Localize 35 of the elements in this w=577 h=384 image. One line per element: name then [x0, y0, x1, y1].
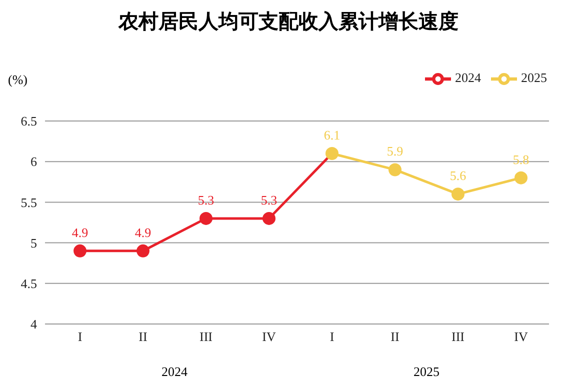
x-tick-label: I [78, 329, 82, 344]
legend-label: 2025 [521, 70, 547, 85]
data-label: 5.3 [260, 192, 278, 208]
point [262, 212, 276, 225]
x-tick-label: I [330, 329, 334, 344]
data-label: 4.9 [134, 224, 152, 240]
x-tick-label: III [200, 329, 212, 344]
y-tick-label: 4 [30, 316, 38, 332]
chart-title: 农村居民人均可支配收入累计增长速度 [117, 8, 460, 35]
x-tick-label: II [138, 329, 148, 344]
text: 2024 [160, 364, 188, 380]
point [514, 171, 528, 184]
y-tick-label: 5 [30, 235, 37, 250]
point [452, 188, 464, 201]
y-tick-label: 6.5 [20, 114, 37, 129]
y-tick-label: 6 [30, 154, 38, 170]
data-label: 5.9 [386, 144, 404, 159]
x-tick-label: IV [514, 329, 528, 344]
point [388, 163, 402, 176]
text: 2025 [412, 364, 440, 380]
data-label: 6.1 [324, 127, 340, 142]
y-axis-title: (%) [8, 72, 28, 88]
data-label: 5.6 [450, 168, 467, 184]
point [326, 146, 338, 160]
point [74, 244, 86, 258]
data-label: 4.9 [72, 224, 88, 240]
y-tick-label: 4.5 [20, 276, 37, 292]
x-tick-label: II [390, 329, 400, 344]
x-tick-label: III [452, 329, 464, 344]
point [200, 212, 212, 225]
data-label: 5.3 [198, 192, 214, 208]
legend-label: 2024 [455, 70, 481, 85]
point [136, 244, 150, 258]
x-tick-label: IV [262, 329, 276, 344]
y-tick-label: 5.5 [20, 194, 37, 210]
